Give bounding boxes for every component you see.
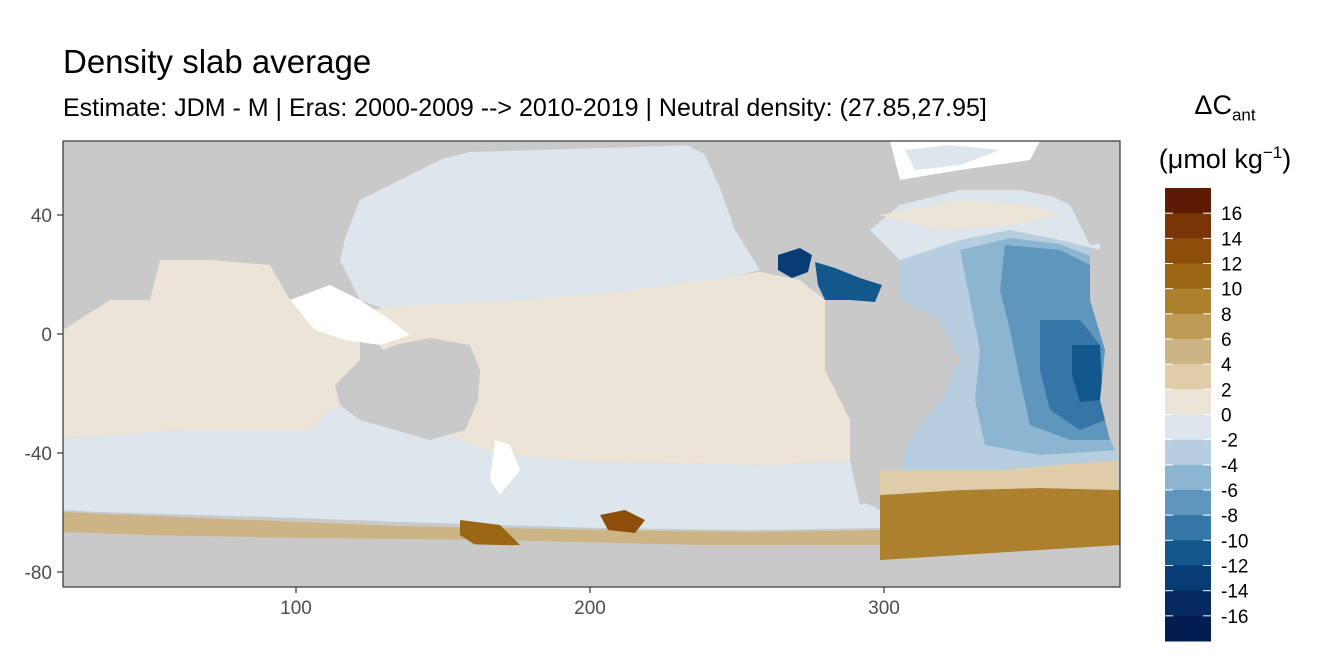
y-tick-label: -40 <box>25 444 52 465</box>
map-panel-border <box>62 140 1121 588</box>
legend-label: 10 <box>1221 280 1242 301</box>
legend-label: 16 <box>1221 204 1242 225</box>
north-america-land <box>680 141 900 260</box>
southern-rim-brown-patch-west <box>460 520 520 548</box>
legend-label: 14 <box>1221 229 1243 250</box>
southern-ocean <box>63 400 880 530</box>
new-zealand-land <box>490 440 520 495</box>
southern-rim-light-beige <box>880 460 1118 495</box>
map-panel <box>63 141 1120 587</box>
legend-label: -6 <box>1221 481 1238 502</box>
north-pacific-ocean <box>340 145 760 315</box>
legend-color-swatch <box>1165 414 1211 441</box>
legend-color-swatch <box>1165 263 1211 290</box>
legend-color-swatch <box>1165 213 1211 239</box>
legend-label: -10 <box>1221 531 1248 552</box>
legend-color-swatch <box>1165 490 1211 516</box>
legend-color-swatch <box>1165 590 1211 617</box>
legend-color-swatch <box>1165 540 1211 566</box>
y-axis: 40 0 -40 -80 <box>25 206 63 584</box>
legend-color-swatch <box>1165 515 1211 541</box>
chart-title: Density slab average <box>63 43 372 80</box>
caribbean-sea <box>815 262 882 302</box>
legend-color-swatch <box>1165 339 1211 365</box>
legend-label: 8 <box>1221 305 1232 326</box>
legend-color-swatch <box>1165 364 1211 390</box>
maritime-continent <box>290 285 410 345</box>
legend-color-swatch <box>1165 389 1211 415</box>
legend-title-symbol: ΔCant <box>1194 90 1256 125</box>
x-tick-label: 100 <box>280 598 312 619</box>
x-axis: 100 200 300 <box>280 587 900 619</box>
legend-label: -8 <box>1221 506 1238 527</box>
legend-color-swatch <box>1165 188 1211 214</box>
gulf-of-mexico <box>778 248 812 278</box>
indian-ocean <box>63 260 360 438</box>
legend-label: 0 <box>1221 406 1232 427</box>
southern-rim-brown-east <box>880 488 1120 560</box>
legend-color-swatch <box>1165 464 1211 491</box>
legend-color-swatch <box>1165 565 1211 592</box>
europe-land <box>1020 141 1120 245</box>
legend-label: -12 <box>1221 557 1248 578</box>
south-america-land <box>825 290 960 505</box>
antarctica-land <box>63 535 1120 587</box>
legend-label: 6 <box>1221 330 1232 351</box>
legend-label: -4 <box>1221 456 1238 477</box>
atlantic-deep-blue <box>1072 345 1102 402</box>
legend-label: 12 <box>1221 255 1242 276</box>
x-tick-label: 300 <box>868 598 900 619</box>
legend-label: 4 <box>1221 355 1232 376</box>
africa-land <box>1090 240 1120 460</box>
equatorial-pacific <box>360 272 850 465</box>
legend-title-unit: (μmol kg−1) <box>1158 143 1292 174</box>
legend-label: -14 <box>1221 582 1249 603</box>
legend-color-swatch <box>1165 288 1211 315</box>
eurasia-land <box>63 141 460 290</box>
legend-color-swatch <box>1165 439 1211 466</box>
legend-label: -2 <box>1221 431 1238 452</box>
legend-color-swatch <box>1165 238 1211 264</box>
north-atlantic-beige <box>880 200 1060 230</box>
chart-subtitle: Estimate: JDM - M | Eras: 2000-2009 --> … <box>63 94 987 122</box>
legend-label: 2 <box>1221 380 1232 401</box>
southern-rim-brown-patch <box>600 510 645 533</box>
x-tick-label: 200 <box>574 598 606 619</box>
y-tick-label: 0 <box>41 325 52 346</box>
y-tick-label: -80 <box>25 563 52 584</box>
legend-labels: 16 14 12 10 8 6 4 2 0 -2 -4 -6 -8 -10 -12 -14 -16 <box>1221 204 1249 628</box>
y-tick-label: 40 <box>31 206 52 227</box>
legend-color-swatch <box>1165 313 1211 340</box>
arctic-light-blue <box>905 145 1000 170</box>
legend-label: -16 <box>1221 607 1248 628</box>
legend-color-swatch <box>1165 615 1211 642</box>
legend-colorbar <box>1165 188 1211 642</box>
australia-land <box>335 338 480 440</box>
